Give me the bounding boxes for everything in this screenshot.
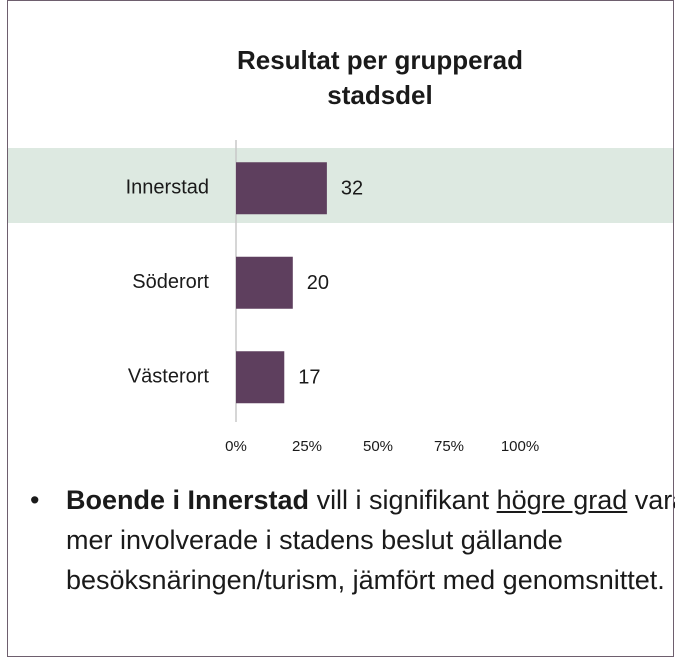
x-tick-label: 100% xyxy=(501,438,539,455)
x-tick-label: 25% xyxy=(292,438,322,455)
y-tick-label: Västerort xyxy=(128,366,210,388)
y-tick-label: Söderort xyxy=(132,271,209,293)
x-tick-label: 0% xyxy=(225,438,247,455)
chart: Resultat per grupperad stadsdel 0% 25% 50%… xyxy=(8,45,673,455)
underlined-text: högre grad xyxy=(496,485,628,515)
text: vara mer involverade i stadens beslut gä… xyxy=(66,485,675,595)
chart-title: stadsdel xyxy=(327,80,433,110)
y-tick-label: Innerstad xyxy=(126,177,209,199)
bar xyxy=(236,256,293,309)
x-tick-label: 50% xyxy=(363,438,393,455)
bar xyxy=(236,162,327,215)
bar xyxy=(236,351,285,404)
value-label: 20 xyxy=(307,272,329,294)
x-tick-label: 75% xyxy=(434,438,464,455)
bullet-item: Boende i Innerstad vill i signifikant hö… xyxy=(30,480,675,600)
highlight-band xyxy=(8,148,673,223)
value-label: 32 xyxy=(341,178,363,200)
chart-title: Resultat per grupperad xyxy=(237,45,523,75)
bold-text: Boende i Innerstad xyxy=(66,485,310,515)
bullet-list: Boende i Innerstad vill i signifikant hö… xyxy=(30,480,675,600)
value-label: 17 xyxy=(298,367,320,389)
text: vill i signifikant xyxy=(316,485,490,515)
